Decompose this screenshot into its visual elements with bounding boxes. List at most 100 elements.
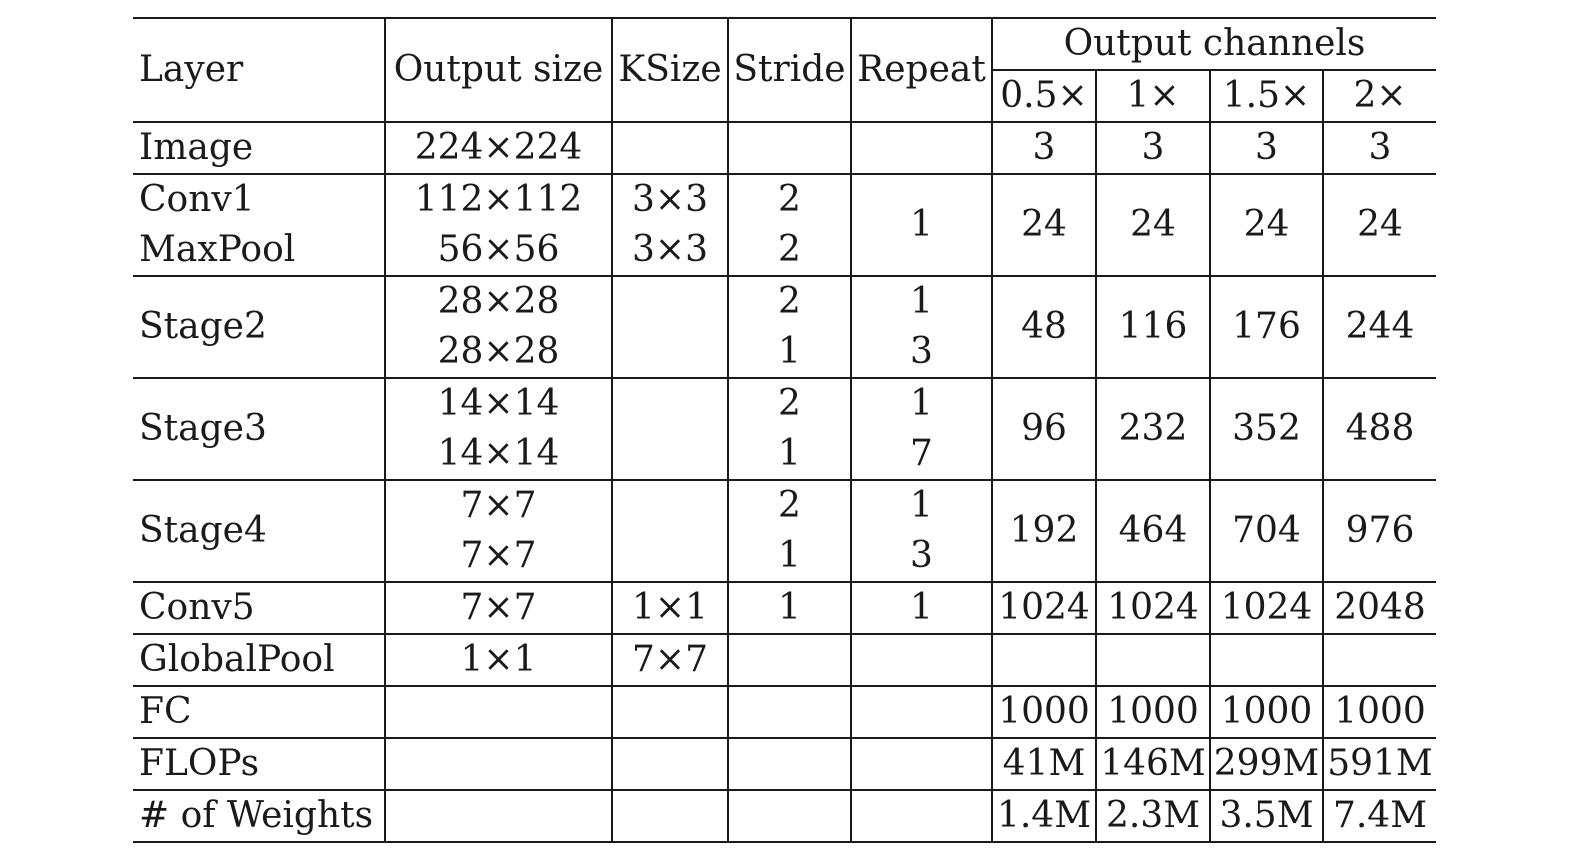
ksize-cell xyxy=(611,377,729,481)
channel-cell: 244 xyxy=(1322,275,1436,379)
header-multiplier: 0.5× xyxy=(991,69,1097,123)
channel-cell: 1000 xyxy=(1322,685,1436,739)
weights-cell: 3.5M xyxy=(1209,789,1324,843)
weights-cell: 1.4M xyxy=(991,789,1097,843)
channel-cell: 24 xyxy=(1322,173,1436,277)
table-row: 14×14 1 7 xyxy=(133,429,1436,481)
header-multiplier-row: 0.5× 1× 1.5× 2× xyxy=(133,69,1436,123)
stride-cell: 2 xyxy=(727,173,852,225)
output-size-cell: 1×1 xyxy=(384,633,613,687)
layer-cell: Conv5 xyxy=(133,581,386,635)
repeat-cell xyxy=(850,633,993,687)
channel-cell xyxy=(991,633,1097,687)
layer-cell: # of Weights xyxy=(133,789,386,843)
output-size-cell: 56×56 xyxy=(384,225,613,277)
stride-cell: 1 xyxy=(727,581,852,635)
header-multiplier: 1.5× xyxy=(1209,69,1324,123)
layer-cell: FC xyxy=(133,685,386,739)
output-size-cell: 28×28 xyxy=(384,327,613,379)
channel-cell: 176 xyxy=(1209,275,1324,379)
stride-cell: 1 xyxy=(727,429,852,481)
table-row: 7×7 1 3 xyxy=(133,531,1436,583)
output-size-cell: 14×14 xyxy=(384,429,613,481)
stride-cell: 2 xyxy=(727,377,852,429)
table-row: Stage3 14×14 2 1 96 232 352 488 xyxy=(133,377,1436,481)
ksize-cell xyxy=(611,479,729,583)
layer-cell: MaxPool xyxy=(133,225,386,277)
channel-cell: 48 xyxy=(991,275,1097,379)
channel-cell xyxy=(1322,633,1436,687)
table-row: FLOPs 41M 146M 299M 591M xyxy=(133,737,1436,791)
table-row: # of Weights 1.4M 2.3M 3.5M 7.4M xyxy=(133,789,1436,843)
channel-cell: 464 xyxy=(1095,479,1211,583)
layer-cell: Stage4 xyxy=(133,479,386,583)
channel-cell: 1000 xyxy=(1095,685,1211,739)
stride-cell: 2 xyxy=(727,479,852,531)
channel-cell: 192 xyxy=(991,479,1097,583)
channel-cell: 24 xyxy=(1209,173,1324,277)
repeat-cell: 3 xyxy=(850,531,993,583)
ksize-cell: 7×7 xyxy=(611,633,729,687)
ksize-cell: 3×3 xyxy=(611,173,729,225)
output-size-cell: 28×28 xyxy=(384,275,613,327)
ksize-cell: 1×1 xyxy=(611,581,729,635)
layer-cell: GlobalPool xyxy=(133,633,386,687)
output-size-cell xyxy=(384,685,613,739)
stride-cell xyxy=(727,633,852,687)
stride-cell xyxy=(727,737,852,791)
header-output-size: Output size xyxy=(384,17,613,123)
ksize-cell xyxy=(611,789,729,843)
channel-cell: 3 xyxy=(1095,121,1211,175)
stride-cell xyxy=(727,789,852,843)
flops-cell: 591M xyxy=(1322,737,1436,791)
channel-cell: 352 xyxy=(1209,377,1324,481)
repeat-cell xyxy=(850,737,993,791)
output-size-cell: 14×14 xyxy=(384,377,613,429)
channel-cell xyxy=(1095,633,1211,687)
repeat-cell: 1 xyxy=(850,377,993,429)
flops-cell: 41M xyxy=(991,737,1097,791)
stride-cell: 1 xyxy=(727,327,852,379)
repeat-cell: 1 xyxy=(850,173,993,277)
table-row: Conv1 112×112 3×3 2 1 24 24 24 24 xyxy=(133,173,1436,277)
ksize-cell: 3×3 xyxy=(611,225,729,277)
channel-cell: 488 xyxy=(1322,377,1436,481)
repeat-cell: 1 xyxy=(850,275,993,327)
header-multiplier: 2× xyxy=(1322,69,1436,123)
header-row: Layer Output size KSize Stride Repeat Ou… xyxy=(133,17,1436,123)
channel-cell: 1000 xyxy=(1209,685,1324,739)
table-row: 28×28 1 3 xyxy=(133,327,1436,379)
ksize-cell xyxy=(611,275,729,379)
weights-cell: 7.4M xyxy=(1322,789,1436,843)
channel-cell: 3 xyxy=(991,121,1097,175)
output-size-cell: 7×7 xyxy=(384,479,613,531)
repeat-cell xyxy=(850,121,993,175)
repeat-cell: 1 xyxy=(850,581,993,635)
channel-cell: 1024 xyxy=(991,581,1097,635)
table-row: Stage4 7×7 2 1 192 464 704 976 xyxy=(133,479,1436,583)
channel-cell: 1000 xyxy=(991,685,1097,739)
repeat-cell xyxy=(850,685,993,739)
repeat-cell xyxy=(850,789,993,843)
header-repeat: Repeat xyxy=(850,17,993,123)
output-size-cell xyxy=(384,737,613,791)
table-row: FC 1000 1000 1000 1000 xyxy=(133,685,1436,739)
channel-cell: 116 xyxy=(1095,275,1211,379)
channel-cell: 232 xyxy=(1095,377,1211,481)
output-size-cell xyxy=(384,789,613,843)
channel-cell: 3 xyxy=(1209,121,1324,175)
header-output-channels: Output channels xyxy=(991,17,1436,71)
stride-cell xyxy=(727,121,852,175)
layer-cell: Stage2 xyxy=(133,275,386,379)
header-ksize: KSize xyxy=(611,17,729,123)
header-multiplier: 1× xyxy=(1095,69,1211,123)
channel-cell: 96 xyxy=(991,377,1097,481)
table-row: Image 224×224 3 3 3 3 xyxy=(133,121,1436,175)
table-row: Stage2 28×28 2 1 48 116 176 244 xyxy=(133,275,1436,379)
header-stride: Stride xyxy=(727,17,852,123)
output-size-cell: 112×112 xyxy=(384,173,613,225)
repeat-cell: 7 xyxy=(850,429,993,481)
flops-cell: 299M xyxy=(1209,737,1324,791)
weights-cell: 2.3M xyxy=(1095,789,1211,843)
table-row: MaxPool 56×56 3×3 2 xyxy=(133,225,1436,277)
